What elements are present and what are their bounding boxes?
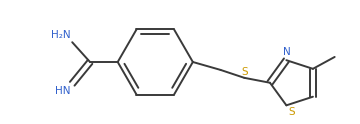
Text: H₂N: H₂N — [51, 30, 70, 40]
Text: S: S — [241, 67, 248, 77]
Text: N: N — [283, 47, 290, 57]
Text: HN: HN — [55, 86, 70, 96]
Text: S: S — [288, 107, 295, 117]
